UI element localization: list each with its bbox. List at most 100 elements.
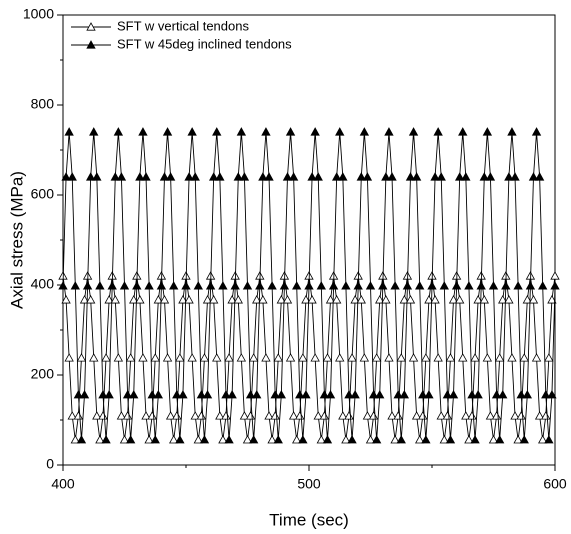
marker bbox=[405, 172, 416, 181]
marker bbox=[125, 353, 136, 362]
marker bbox=[67, 172, 77, 181]
marker bbox=[224, 353, 234, 362]
marker bbox=[147, 411, 157, 420]
marker bbox=[458, 127, 468, 136]
marker bbox=[516, 389, 526, 399]
marker bbox=[448, 389, 459, 399]
marker bbox=[504, 172, 514, 181]
marker bbox=[371, 434, 382, 444]
marker bbox=[356, 295, 366, 304]
marker bbox=[172, 389, 182, 399]
x-axis-label: Time (sec) bbox=[269, 510, 349, 529]
marker bbox=[190, 411, 200, 420]
marker bbox=[79, 295, 90, 304]
marker bbox=[239, 172, 250, 181]
marker bbox=[341, 434, 351, 444]
x-tick-label: 400 bbox=[51, 476, 75, 492]
marker bbox=[418, 411, 428, 420]
marker bbox=[538, 434, 548, 444]
marker bbox=[233, 172, 243, 181]
marker bbox=[313, 172, 323, 181]
marker bbox=[64, 353, 74, 362]
marker bbox=[322, 353, 333, 362]
marker bbox=[491, 411, 502, 420]
marker bbox=[494, 353, 505, 362]
marker bbox=[464, 434, 474, 444]
marker bbox=[522, 389, 533, 399]
y-tick-label: 600 bbox=[31, 186, 55, 202]
marker bbox=[242, 281, 253, 290]
marker bbox=[202, 389, 213, 399]
marker bbox=[236, 127, 247, 136]
marker bbox=[298, 353, 308, 362]
marker bbox=[110, 295, 120, 304]
marker bbox=[319, 389, 330, 399]
marker bbox=[375, 295, 385, 304]
marker bbox=[89, 353, 99, 362]
marker bbox=[433, 127, 443, 136]
marker bbox=[488, 434, 499, 444]
marker bbox=[279, 281, 290, 290]
marker bbox=[430, 295, 440, 304]
marker bbox=[491, 389, 502, 399]
marker bbox=[531, 127, 542, 136]
marker bbox=[393, 411, 403, 420]
marker bbox=[362, 172, 373, 181]
marker bbox=[119, 434, 130, 444]
marker bbox=[482, 127, 493, 136]
marker bbox=[365, 281, 376, 290]
marker bbox=[433, 353, 443, 362]
marker bbox=[285, 353, 296, 362]
marker bbox=[488, 281, 499, 290]
marker bbox=[233, 295, 243, 304]
marker bbox=[298, 434, 308, 444]
marker bbox=[129, 295, 139, 304]
marker bbox=[390, 434, 400, 444]
marker bbox=[288, 411, 299, 420]
marker bbox=[393, 389, 403, 399]
x-tick-label: 600 bbox=[543, 476, 567, 492]
marker bbox=[470, 353, 480, 362]
marker bbox=[282, 295, 293, 304]
marker bbox=[522, 295, 533, 304]
marker bbox=[473, 389, 483, 399]
marker bbox=[513, 434, 523, 444]
legend-marker bbox=[86, 40, 96, 49]
x-tick-label: 500 bbox=[297, 476, 321, 492]
marker bbox=[252, 389, 262, 399]
marker bbox=[144, 434, 154, 444]
marker bbox=[387, 172, 397, 181]
marker bbox=[534, 172, 545, 181]
marker bbox=[82, 281, 93, 290]
marker bbox=[411, 172, 422, 181]
marker bbox=[479, 172, 489, 181]
marker bbox=[282, 172, 293, 181]
marker bbox=[485, 172, 496, 181]
marker bbox=[135, 172, 145, 181]
marker bbox=[507, 127, 517, 136]
marker bbox=[485, 411, 496, 420]
marker bbox=[494, 434, 505, 444]
marker bbox=[390, 281, 400, 290]
marker bbox=[95, 434, 105, 444]
marker bbox=[248, 353, 259, 362]
marker bbox=[378, 281, 388, 290]
marker bbox=[165, 172, 176, 181]
marker bbox=[430, 172, 440, 181]
marker bbox=[319, 411, 330, 420]
marker bbox=[104, 295, 114, 304]
marker bbox=[362, 411, 373, 420]
marker bbox=[276, 295, 287, 304]
marker bbox=[316, 434, 326, 444]
marker bbox=[359, 353, 370, 362]
marker bbox=[92, 172, 102, 181]
marker bbox=[276, 389, 287, 399]
marker bbox=[150, 353, 160, 362]
marker bbox=[135, 295, 145, 304]
marker bbox=[122, 389, 133, 399]
marker bbox=[313, 411, 323, 420]
marker bbox=[196, 411, 207, 420]
marker bbox=[541, 411, 551, 420]
marker bbox=[270, 411, 280, 420]
marker bbox=[92, 411, 102, 420]
